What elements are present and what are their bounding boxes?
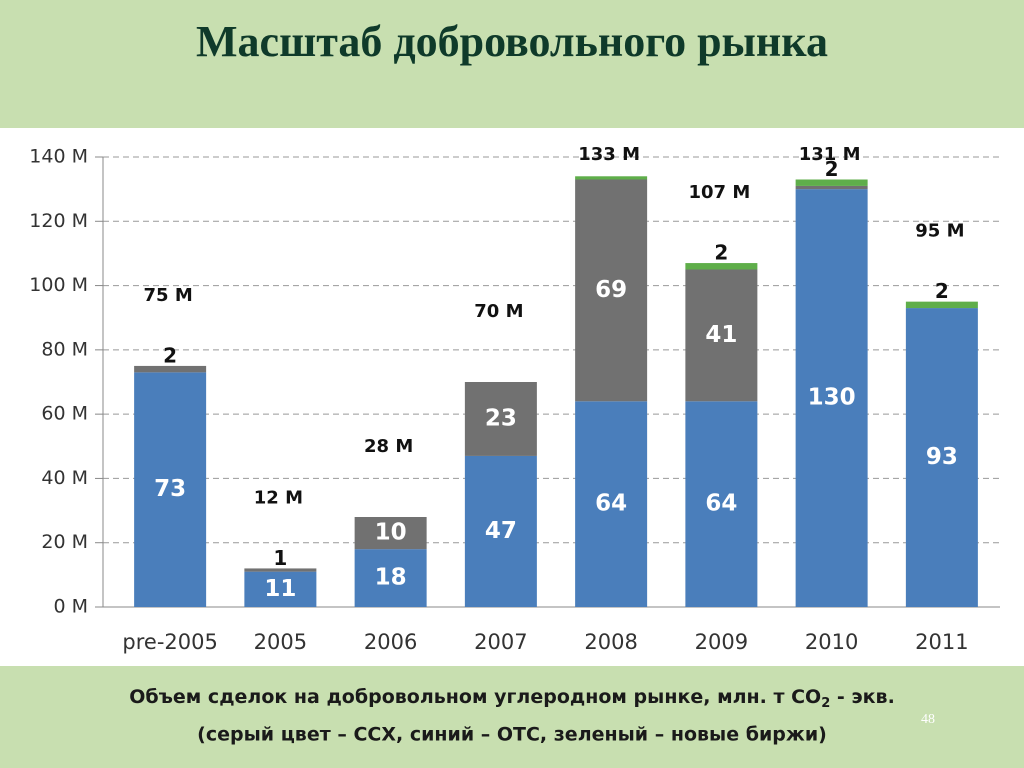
data-label: 93 xyxy=(926,444,958,470)
y-tick-label: 60 M xyxy=(41,403,88,425)
data-label: 23 xyxy=(485,405,517,431)
y-tick-label: 120 M xyxy=(29,210,88,232)
total-label: 133 M xyxy=(578,144,640,165)
bar-segment xyxy=(244,568,317,572)
caption-text: - экв. xyxy=(830,686,895,708)
y-tick-label: 20 M xyxy=(41,531,88,553)
total-label: 95 M xyxy=(915,221,964,242)
total-label: 107 M xyxy=(688,182,750,203)
x-tick-label: 2009 xyxy=(695,630,748,654)
x-tick-label: 2007 xyxy=(474,630,527,654)
caption-subscript: 2 xyxy=(821,696,830,711)
y-tick-label: 140 M xyxy=(29,146,88,168)
bar-segment xyxy=(795,185,868,190)
bar-segment xyxy=(795,179,868,186)
bar-segment xyxy=(905,301,978,309)
data-label: 1 xyxy=(273,546,287,570)
caption-line2: (серый цвет – ССХ, синий – ОТС, зеленый … xyxy=(197,724,827,746)
bar-segment xyxy=(575,176,648,180)
x-tick-label: 2005 xyxy=(254,630,307,654)
bar-segment xyxy=(244,571,317,607)
data-label: 69 xyxy=(595,277,627,303)
data-label: 41 xyxy=(705,322,737,348)
bar-segment xyxy=(354,517,427,550)
data-label: 11 xyxy=(264,576,296,602)
total-label: 70 M xyxy=(474,301,523,322)
caption-line1: Объем сделок на добровольном углеродном … xyxy=(129,686,895,711)
total-label: 131 M xyxy=(799,144,861,165)
data-label: 64 xyxy=(595,491,627,517)
data-label: 18 xyxy=(375,565,407,591)
page-number: 48 xyxy=(921,712,935,727)
data-label: 2 xyxy=(163,343,177,367)
bar-segment xyxy=(464,382,537,456)
data-label: 2 xyxy=(714,241,728,265)
y-tick-label: 80 M xyxy=(41,338,88,360)
x-tick-label: 2010 xyxy=(805,630,858,654)
total-label: 12 M xyxy=(254,487,303,508)
data-label: 130 xyxy=(808,385,856,411)
y-tick-label: 40 M xyxy=(41,467,88,489)
bar-segment xyxy=(905,308,978,607)
data-label: 10 xyxy=(375,520,407,546)
data-label: 47 xyxy=(485,518,517,544)
caption-text: Объем сделок на добровольном углеродном … xyxy=(129,686,821,708)
x-tick-label: 2011 xyxy=(915,630,968,654)
y-tick-label: 100 M xyxy=(29,274,88,296)
bar-segment xyxy=(134,365,207,373)
data-label: 2 xyxy=(825,157,839,181)
bar-segment xyxy=(575,179,648,402)
bar-segment xyxy=(795,189,868,607)
total-label: 28 M xyxy=(364,436,413,457)
bar-segment xyxy=(685,263,758,270)
bar-segment xyxy=(134,372,207,607)
bar-segment xyxy=(575,401,648,607)
bar-segment xyxy=(685,269,758,402)
data-label: 64 xyxy=(705,491,737,517)
data-label: 2 xyxy=(935,279,949,303)
data-label: 73 xyxy=(154,476,186,502)
y-tick-label: 0 M xyxy=(53,596,88,618)
x-tick-label: 2008 xyxy=(584,630,637,654)
slide-title: Масштаб добровольного рынка xyxy=(196,17,828,66)
bar-segment xyxy=(685,401,758,607)
x-tick-label: pre-2005 xyxy=(122,630,217,654)
bar-segment xyxy=(464,455,537,607)
total-label: 75 M xyxy=(144,285,193,306)
bar-segment xyxy=(354,549,427,607)
x-tick-label: 2006 xyxy=(364,630,417,654)
